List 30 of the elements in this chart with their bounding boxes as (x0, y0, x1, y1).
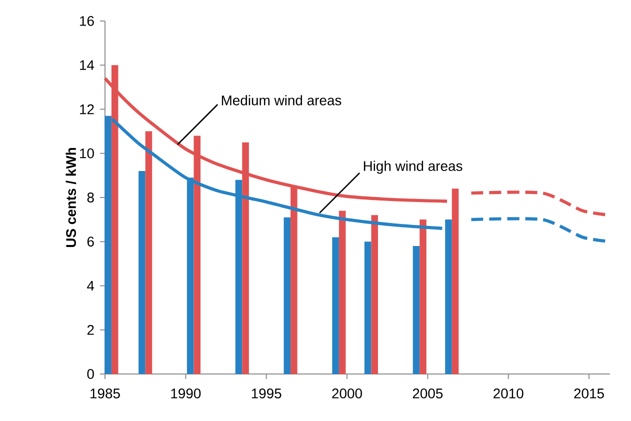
bar (364, 242, 372, 374)
y-tick-label: 4 (87, 280, 94, 291)
bar (138, 171, 146, 374)
y-tick-label: 12 (80, 104, 94, 114)
bar (145, 131, 152, 374)
y-tick-label: 8 (87, 192, 94, 202)
bar (371, 215, 378, 374)
y-axis-title: US cents / kWh (66, 148, 76, 248)
y-tick-label: 0 (87, 369, 94, 379)
x-tick-label: 2000 (332, 388, 362, 398)
x-tick-label: 1990 (171, 388, 201, 398)
y-tick-label: 14 (80, 60, 94, 70)
bar (445, 220, 452, 374)
y-tick-label: 2 (87, 324, 94, 335)
x-tick-label: 2015 (574, 388, 604, 398)
annotation: High wind areas (364, 160, 462, 174)
bar (420, 220, 426, 374)
y-tick-label: 6 (87, 236, 94, 247)
bar (452, 188, 459, 374)
x-tick-label: 2005 (412, 388, 443, 398)
annotation: Medium wind areas (222, 95, 342, 106)
x-tick-label: 2010 (494, 388, 524, 398)
bar (332, 237, 339, 374)
y-tick-label: 10 (80, 148, 94, 158)
x-tick-label: 1985 (90, 388, 120, 398)
bar (284, 217, 291, 374)
x-tick-label: 1995 (252, 388, 282, 398)
y-tick-label: 16 (80, 16, 94, 26)
bar (338, 210, 346, 374)
bar (412, 246, 420, 374)
